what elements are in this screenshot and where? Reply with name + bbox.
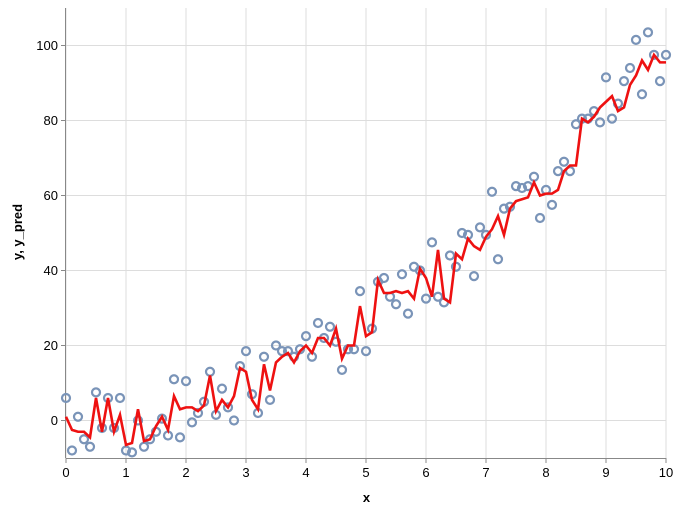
data-points — [60, 27, 672, 458]
x-tick-label: 3 — [242, 465, 249, 480]
data-point — [264, 394, 276, 405]
data-point — [552, 166, 564, 177]
x-tick-label: 5 — [362, 465, 369, 480]
x-tick-label: 10 — [659, 465, 673, 480]
data-point — [336, 364, 348, 375]
x-tick-label: 4 — [302, 465, 309, 480]
data-point — [648, 49, 660, 60]
data-point — [360, 346, 372, 357]
data-point — [300, 331, 312, 342]
data-point — [474, 222, 486, 233]
x-tick-label: 7 — [482, 465, 489, 480]
x-tick-label: 9 — [602, 465, 609, 480]
data-point — [66, 445, 78, 456]
data-point — [126, 447, 138, 458]
data-point — [192, 407, 204, 419]
data-point — [594, 117, 606, 128]
data-point — [204, 366, 216, 377]
data-point — [168, 374, 180, 385]
data-point — [498, 203, 510, 214]
data-point — [618, 76, 630, 87]
data-point — [180, 376, 192, 387]
x-tick-label: 2 — [182, 465, 189, 480]
data-point — [660, 49, 672, 60]
data-point — [138, 441, 150, 452]
prediction-line — [64, 52, 666, 447]
x-tick-label: 8 — [542, 465, 549, 480]
x-axis-title: x — [363, 490, 371, 505]
data-point — [510, 181, 522, 192]
data-point — [240, 346, 252, 357]
data-point — [492, 254, 504, 265]
data-point — [654, 76, 666, 87]
y-axis-ticks: 0 20 40 60 80 100 — [36, 38, 66, 428]
data-point — [216, 383, 228, 394]
data-point — [642, 27, 654, 38]
y-tick-label: 40 — [44, 263, 58, 278]
data-point — [72, 411, 84, 422]
prediction-line-path — [64, 52, 666, 447]
data-point — [186, 417, 198, 428]
data-point — [606, 113, 618, 124]
data-point — [444, 250, 456, 261]
data-point — [354, 286, 366, 297]
data-point — [174, 432, 186, 443]
data-point — [378, 272, 390, 284]
data-point — [222, 402, 234, 413]
data-point — [630, 34, 642, 45]
y-tick-label: 80 — [44, 113, 58, 128]
data-point — [78, 434, 90, 445]
data-point — [258, 351, 270, 362]
data-point — [402, 308, 414, 319]
data-point — [456, 227, 468, 239]
data-point — [534, 212, 546, 224]
data-point — [270, 340, 282, 351]
data-point — [486, 186, 498, 197]
data-point — [228, 415, 240, 426]
data-point — [546, 199, 558, 210]
data-point — [84, 441, 96, 452]
data-point — [600, 72, 612, 83]
x-axis-ticks: 0 1 2 3 4 5 6 7 8 9 10 — [62, 458, 673, 480]
x-tick-label: 0 — [62, 465, 69, 480]
data-point — [426, 237, 438, 248]
data-point — [468, 271, 480, 282]
data-point — [90, 387, 102, 398]
data-point — [396, 269, 408, 280]
data-point — [276, 346, 288, 357]
data-point — [114, 392, 126, 404]
data-point — [420, 293, 432, 304]
x-tick-label: 1 — [122, 465, 129, 480]
y-axis-title: y, y_pred — [10, 204, 25, 260]
x-tick-label: 6 — [422, 465, 429, 480]
data-point — [636, 89, 648, 100]
y-tick-label: 100 — [36, 38, 58, 53]
data-point — [120, 445, 132, 456]
data-point — [60, 392, 72, 404]
data-point — [324, 321, 336, 332]
data-point — [558, 156, 570, 167]
data-point — [432, 291, 444, 302]
y-tick-label: 20 — [44, 338, 58, 353]
data-point — [624, 62, 636, 74]
data-point — [390, 299, 402, 310]
grid-lines — [65, 8, 667, 458]
data-point — [96, 422, 108, 434]
y-tick-label: 60 — [44, 188, 58, 203]
y-tick-label: 0 — [51, 413, 58, 428]
data-point — [312, 317, 324, 329]
data-point — [516, 182, 528, 194]
